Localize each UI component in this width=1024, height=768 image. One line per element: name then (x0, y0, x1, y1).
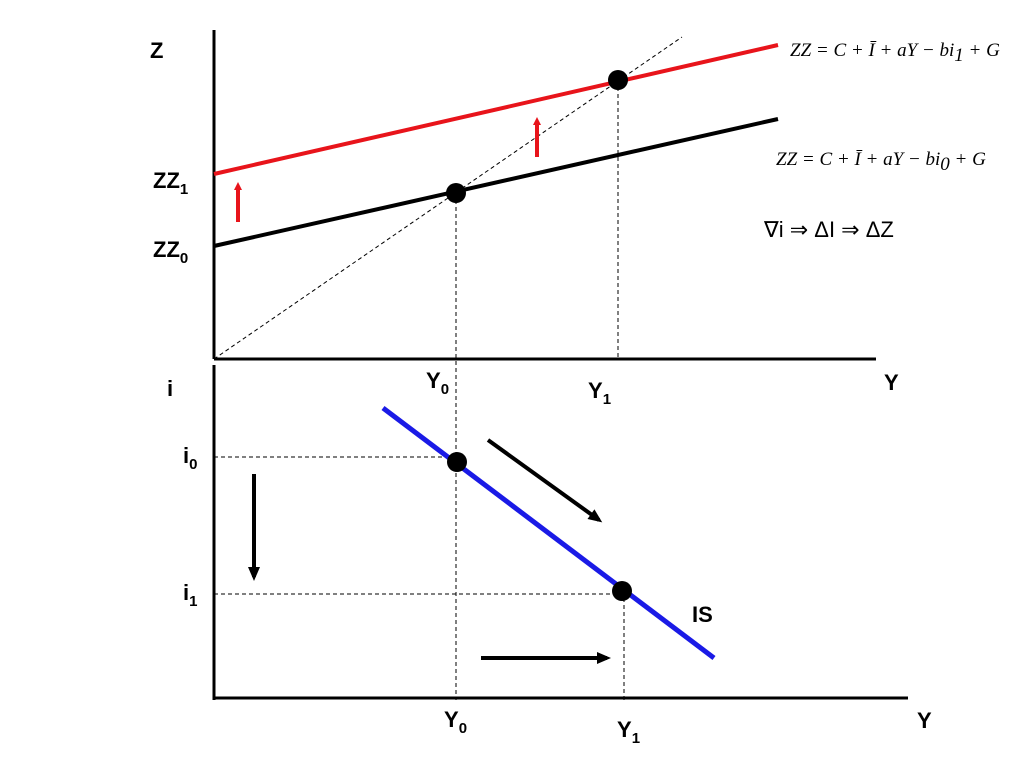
zz1-label: ZZ1 (153, 168, 188, 198)
equilibrium-point-old (446, 183, 466, 203)
causal-relation: ∇i ⇒ ΔI ⇒ ΔZ (763, 217, 894, 242)
is-point-old (447, 452, 467, 472)
equilibrium-point-new (608, 70, 628, 90)
bottom-y1-label: Y1 (617, 717, 640, 747)
bottom-y-axis-label: i (167, 376, 173, 401)
bottom-x-axis-label: Y (917, 708, 932, 733)
is-curve-label: IS (692, 602, 713, 627)
top-x-axis-label: Y (884, 370, 899, 395)
bottom-y0-label: Y0 (444, 707, 467, 737)
top-y1-label: Y1 (588, 378, 611, 408)
zz-new-line (213, 43, 779, 176)
top-y0-label: Y0 (426, 368, 449, 398)
i0-label: i0 (183, 443, 197, 473)
zz-old-line (213, 117, 779, 248)
top-y-axis-label: Z (150, 38, 163, 63)
zz-old-equation: ZZ = C + Ī + aY − bi0 + G (776, 149, 986, 175)
zz-new-equation: ZZ = C + Ī + aY − bi1 + G (790, 40, 1000, 66)
is-point-new (612, 581, 632, 601)
zz0-label: ZZ0 (153, 237, 188, 267)
movement-arrow-diagonal (486, 438, 603, 523)
is-curve (381, 406, 716, 660)
45-degree-line (213, 36, 683, 360)
i1-label: i1 (183, 580, 197, 610)
